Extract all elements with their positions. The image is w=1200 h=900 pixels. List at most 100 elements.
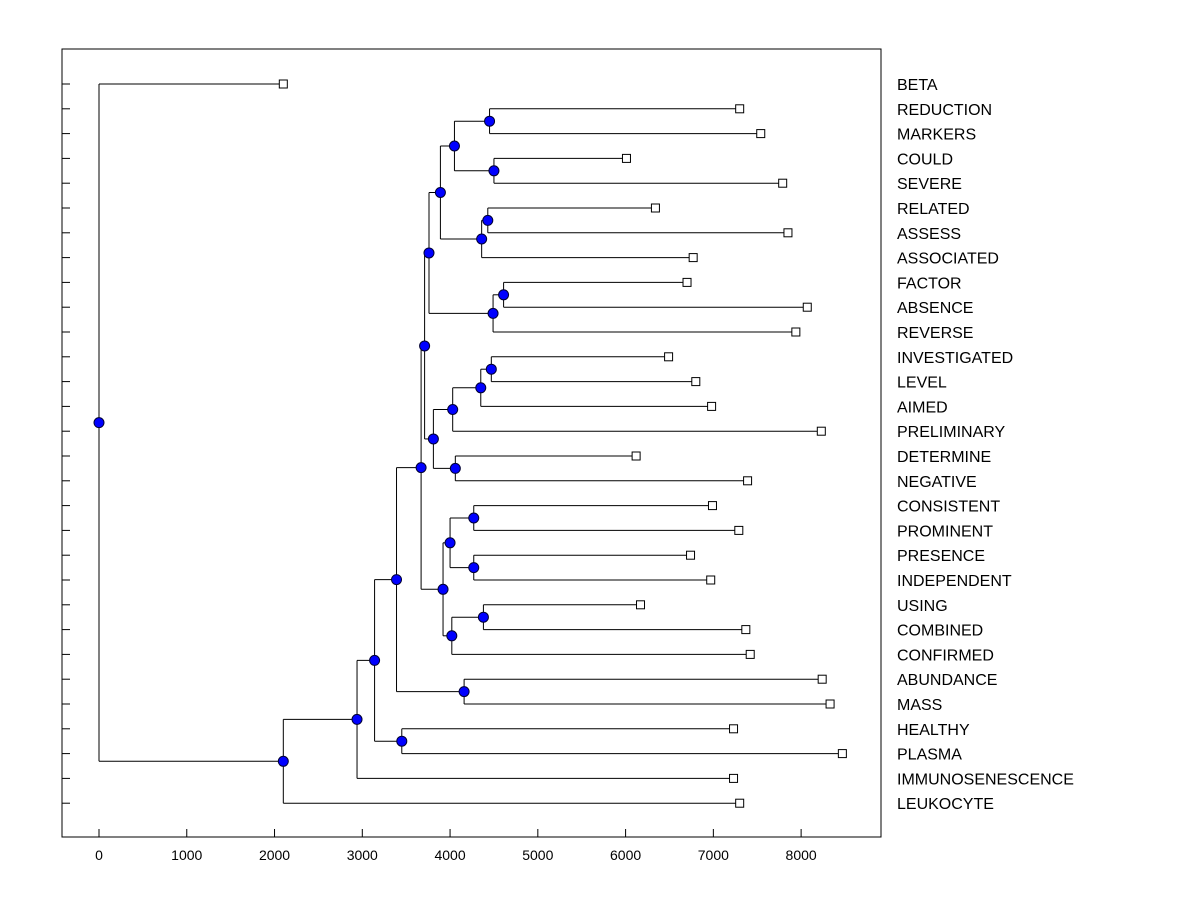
leaf-label: USING [897,598,948,615]
merge-node [423,247,435,259]
x-tick-label: 6000 [610,847,641,863]
leaf-marker [741,625,751,635]
x-tick-label: 1000 [171,847,202,863]
leaf-label: BETA [897,77,938,94]
leaf-label: AIMED [897,399,948,416]
merge-node [475,382,487,394]
leaf-marker [825,699,835,709]
merge-node [277,755,289,767]
leaf-label: ASSESS [897,226,961,243]
x-tick-label: 2000 [259,847,290,863]
leaf-label: IMMUNOSENESCENCE [897,771,1074,788]
leaf-marker [735,798,745,808]
leaf-marker [734,525,744,535]
leaf-label: ASSOCIATED [897,251,999,268]
merge-node [485,363,497,375]
merge-node [391,574,403,586]
leaf-marker [817,674,827,684]
leaf-label: SEVERE [897,176,962,193]
leaf-marker [691,377,701,387]
merge-node [468,512,480,524]
leaf-marker [278,79,288,89]
y-tick-marks [62,83,70,804]
leaf-marker [686,550,696,560]
leaf-label: LEVEL [897,375,947,392]
x-axis: 0 1000 2000 3000 4000 5000 6000 7000 8000 [95,829,817,863]
leaf-marker [636,600,646,610]
leaf-marker [791,327,801,337]
merge-node [419,340,431,352]
leaf-label: MASS [897,697,942,714]
x-tick-label: 5000 [522,847,553,863]
leaf-label: DETERMINE [897,449,991,466]
x-tick-label: 8000 [786,847,817,863]
leaf-label: CONFIRMED [897,647,994,664]
leaf-label: NEGATIVE [897,474,977,491]
x-tick-label: 3000 [347,847,378,863]
leaf-label: ABUNDANCE [897,672,997,689]
leaf-marker [729,773,739,783]
leaf-label: REDUCTION [897,102,992,119]
leaf-marker [816,426,826,436]
merge-node [434,187,446,198]
merge-node [482,214,494,226]
merge-node [487,307,499,319]
leaf-labels: BETA REDUCTION MARKERS COULD SEVERE RELATED AS… [897,77,1074,813]
merge-node [448,140,460,152]
leaf-label: PRESENCE [897,548,985,565]
merge-node [444,537,456,549]
leaf-label: RELATED [897,201,970,218]
leaf-marker [743,476,753,486]
leaf-marker [688,253,698,263]
leaf-markers [278,79,847,808]
leaf-marker [837,749,847,759]
leaf-label: HEALTHY [897,722,970,739]
leaf-label: ABSENCE [897,300,973,317]
merge-node [415,462,427,474]
merge-node [458,686,470,698]
leaf-marker [729,724,739,734]
plot-frame [61,48,882,838]
leaf-marker [756,129,766,139]
leaf-marker [664,352,674,362]
merge-node [369,654,381,666]
merge-node [468,562,480,574]
x-tick-label: 0 [95,847,103,863]
leaf-marker [650,203,660,213]
leaf-marker [707,401,717,411]
leaf-label: COMBINED [897,623,983,640]
merge-node [427,433,439,445]
leaf-label: PRELIMINARY [897,424,1006,441]
leaf-label: FACTOR [897,275,962,292]
leaf-marker [682,277,692,287]
merge-node [446,630,458,642]
merge-node [447,404,459,415]
x-tick-label: 4000 [434,847,465,863]
leaf-marker [706,575,716,585]
leaf-label: PROMINENT [897,523,993,540]
dendrogram-links [98,83,843,804]
merge-node [476,233,488,245]
leaf-label: LEUKOCYTE [897,796,994,813]
merge-node [437,583,449,595]
merge-node [488,165,500,177]
leaf-marker [778,178,788,188]
leaf-marker [745,649,755,659]
leaf-label: INVESTIGATED [897,350,1013,367]
leaf-marker [802,302,812,312]
leaf-marker [783,228,793,238]
merge-node [477,611,489,623]
leaf-marker [707,501,717,511]
merge-node [449,462,461,474]
x-tick-label: 7000 [698,847,729,863]
leaf-label: CONSISTENT [897,499,1000,516]
leaf-marker [631,451,641,461]
leaf-label: INDEPENDENT [897,573,1012,590]
merge-node [498,289,510,301]
merge-node [484,115,496,127]
merge-node [351,713,363,725]
leaf-label: COULD [897,151,953,168]
leaf-marker [621,153,631,163]
merge-nodes [93,115,510,767]
